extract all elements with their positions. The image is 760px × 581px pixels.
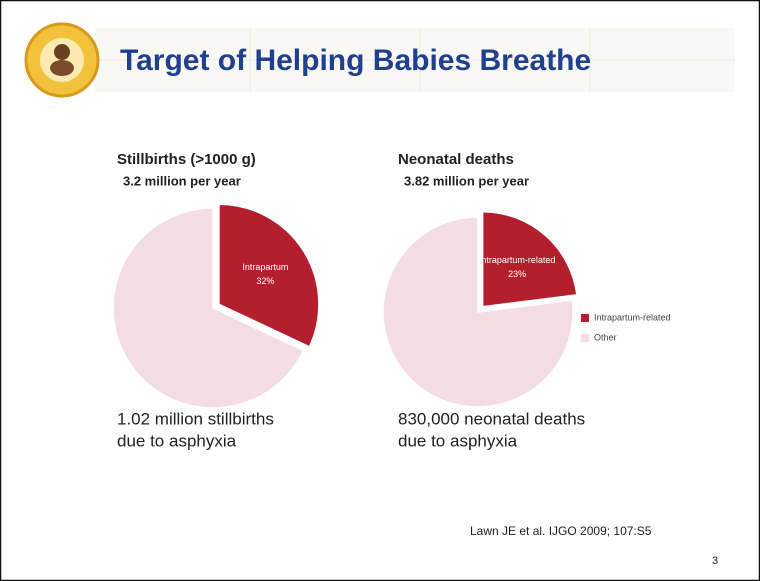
pie-subtitle: 3.82 million per year — [404, 173, 529, 188]
legend-swatch — [581, 314, 589, 322]
slice-label: Intrapartum — [242, 262, 288, 272]
pie-title: Stillbirths (>1000 g) — [117, 151, 256, 168]
slice-label: Intrapartum-related — [479, 255, 556, 265]
caption: due to asphyxia — [398, 431, 518, 450]
caption: due to asphyxia — [117, 431, 237, 450]
caption: 830,000 neonatal deaths — [398, 409, 585, 428]
pie-title: Neonatal deaths — [398, 151, 514, 168]
pie-slice — [481, 210, 578, 308]
legend-swatch — [581, 334, 589, 342]
caption: 1.02 million stillbirths — [117, 409, 274, 428]
pie-slice — [382, 216, 574, 408]
page-number: 3 — [712, 555, 718, 567]
title-banner — [95, 28, 735, 92]
slice-value-label: 23% — [508, 269, 526, 279]
legend-label: Other — [594, 332, 617, 342]
citation: Lawn JE et al. IJGO 2009; 107:S5 — [470, 524, 652, 538]
slide-title: Target of Helping Babies Breathe — [120, 44, 591, 77]
slice-value-label: 32% — [256, 276, 274, 286]
legend-label: Intrapartum-related — [594, 312, 671, 322]
logo — [24, 22, 100, 98]
pie-slice — [112, 207, 305, 409]
pie-subtitle: 3.2 million per year — [123, 173, 241, 188]
pie-slice — [218, 203, 320, 348]
